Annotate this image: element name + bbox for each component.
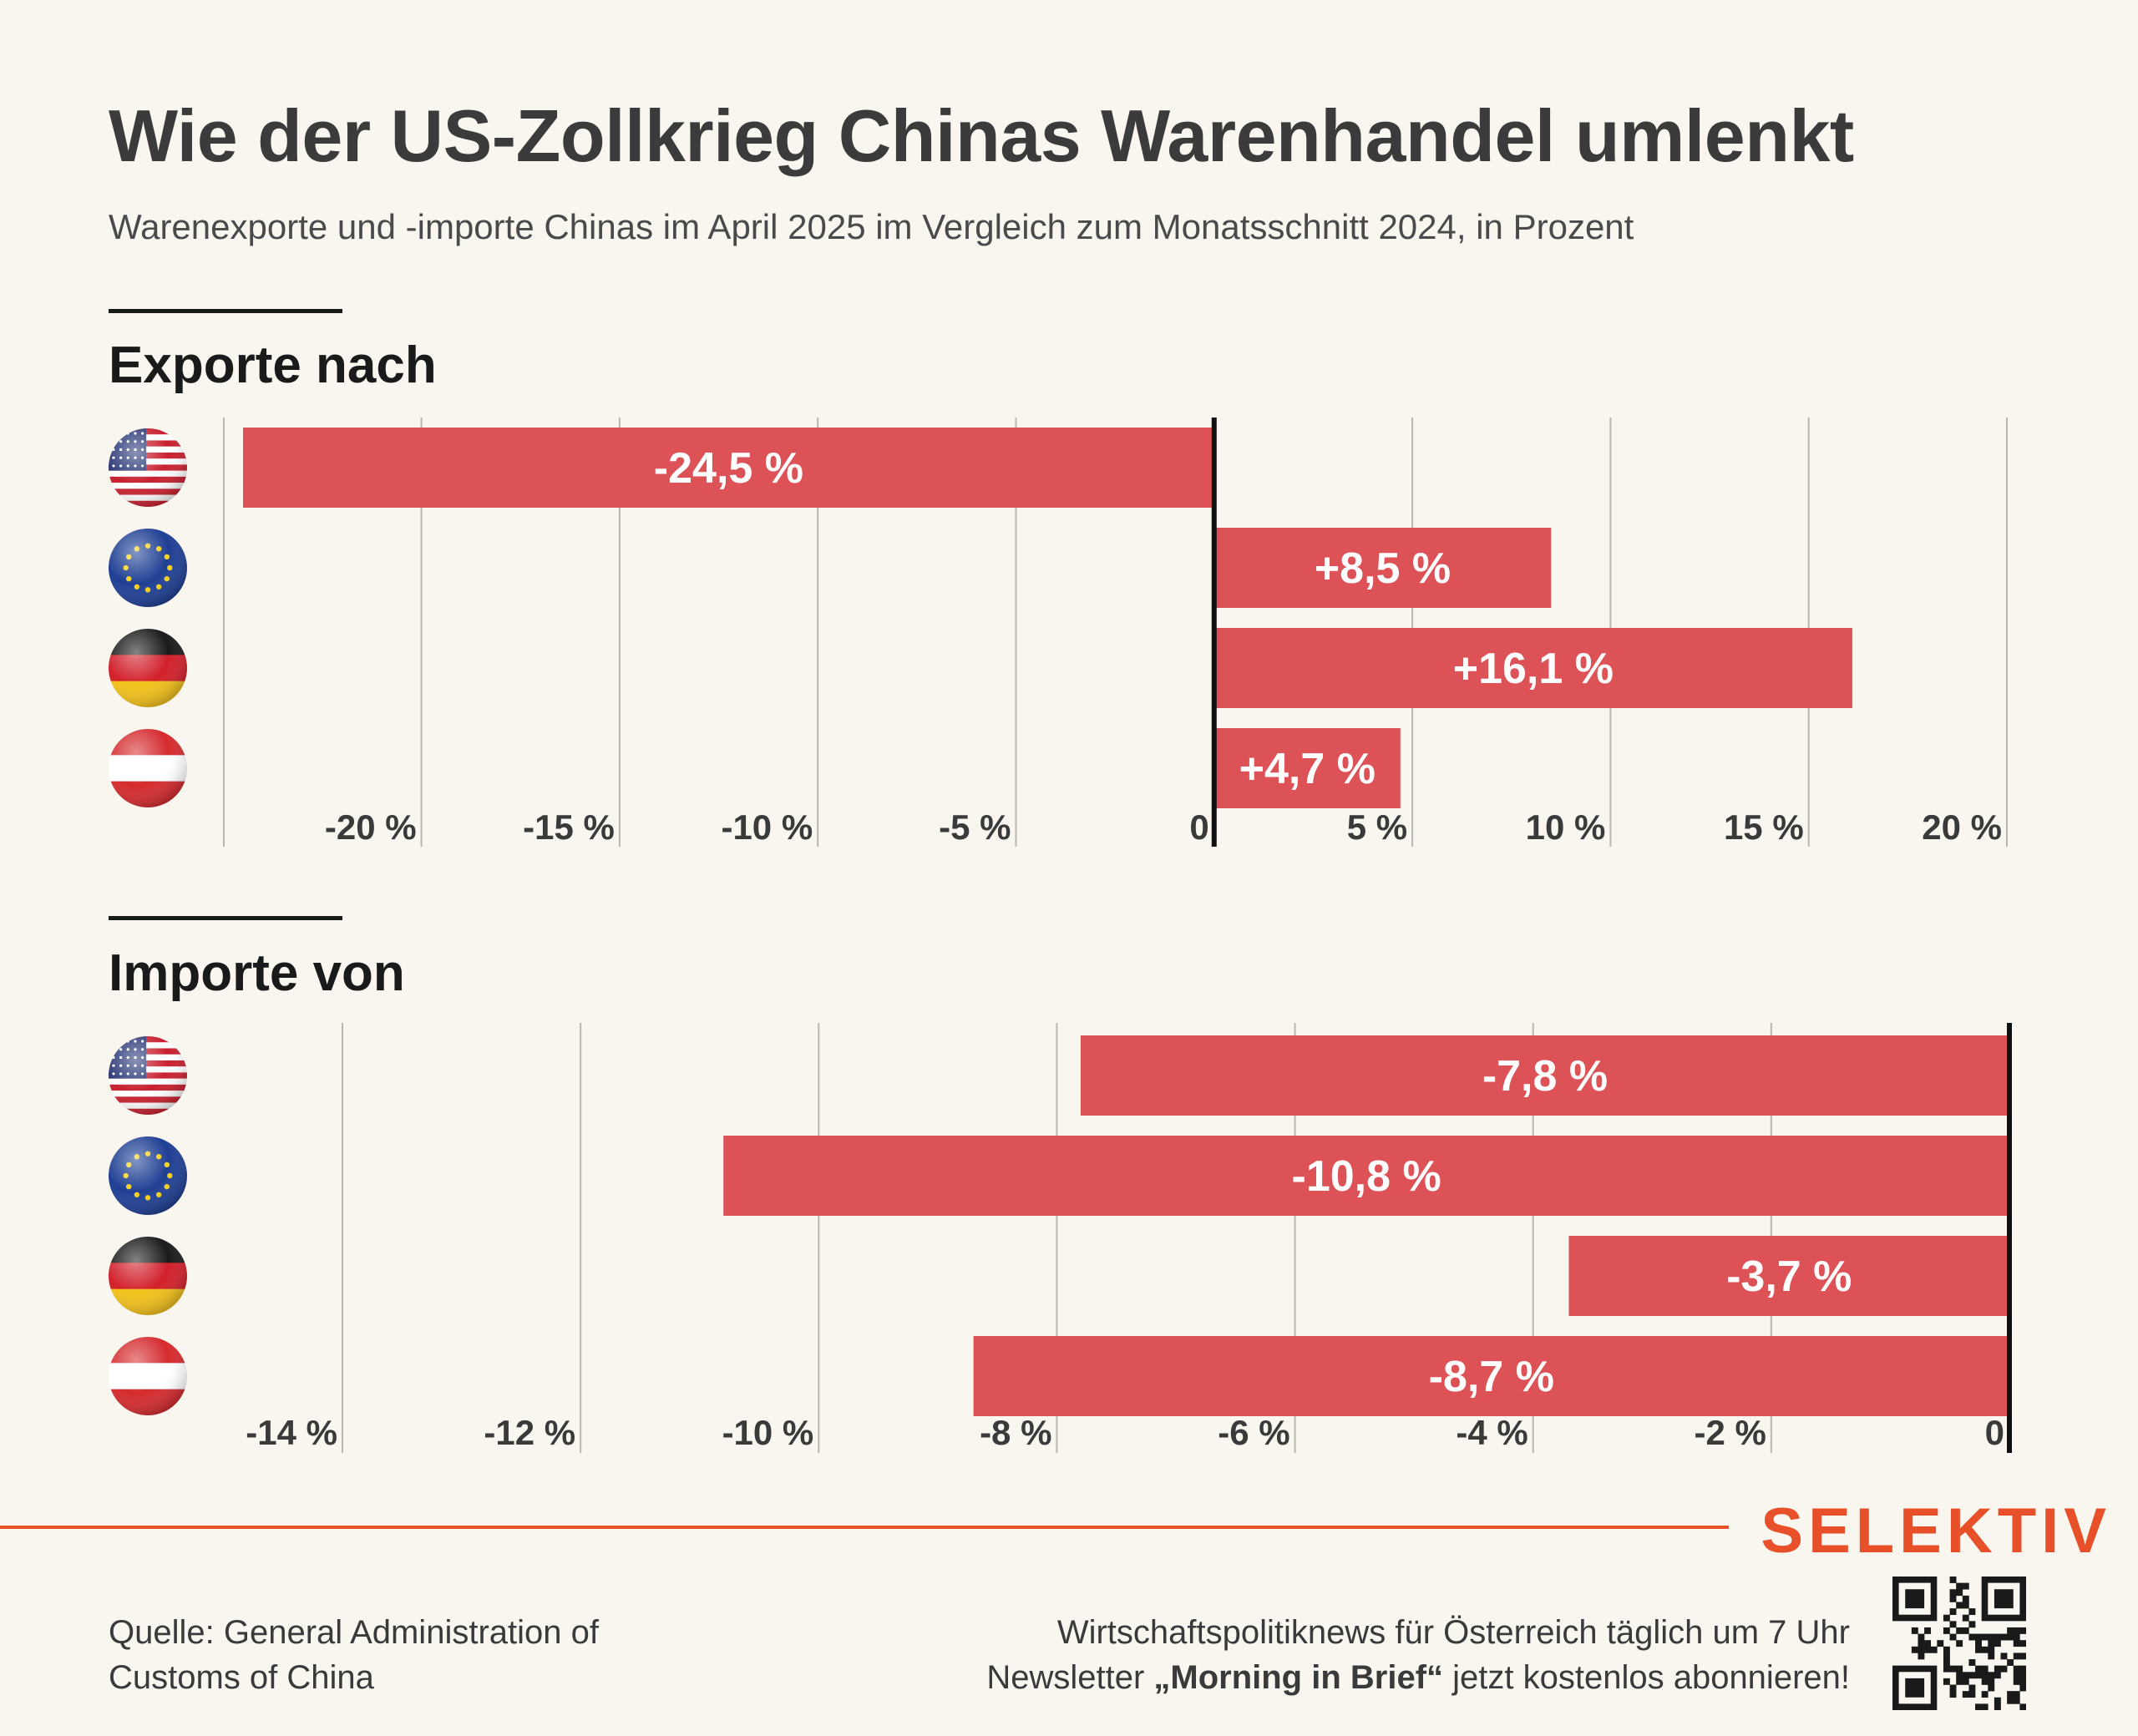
source-line-1: Quelle: General Administration of bbox=[109, 1614, 599, 1651]
tick-label: -4 % bbox=[1456, 1413, 1528, 1452]
de-flag-icon bbox=[109, 629, 187, 707]
us-flag-icon bbox=[109, 428, 187, 507]
promo-line-2: Newsletter „Morning in Brief“ jetzt kost… bbox=[986, 1659, 1850, 1696]
bar bbox=[1213, 728, 1401, 808]
source-line-2: Customs of China bbox=[109, 1659, 374, 1696]
tick-label: -8 % bbox=[980, 1413, 1051, 1452]
eu-flag-icon bbox=[109, 1136, 187, 1215]
tick-label: 10 % bbox=[1526, 807, 1606, 847]
imports-chart: -7,8 % -10,8 % -3,7 % -8,7 % -14 % -12 % -10 %… bbox=[109, 1023, 2012, 1453]
tick-label: -15 % bbox=[523, 807, 615, 847]
bar bbox=[243, 428, 1214, 508]
tick-label: 0 bbox=[1189, 807, 1208, 847]
tick-label: -10 % bbox=[722, 1413, 814, 1452]
tick-label: 20 % bbox=[1922, 807, 2002, 847]
bar-value-label: +16,1 % bbox=[1453, 645, 1614, 693]
tick-label: -6 % bbox=[1218, 1413, 1289, 1452]
exports-chart: -24,5 % +8,5 % +16,1 % +4,7 % -20 % -15 % -10 … bbox=[109, 418, 2008, 847]
bar-value-label: -3,7 % bbox=[1726, 1253, 1852, 1301]
bar-value-label: -8,7 % bbox=[1429, 1353, 1554, 1401]
qr-code-icon[interactable] bbox=[1892, 1577, 2026, 1710]
bar-value-label: -7,8 % bbox=[1482, 1052, 1608, 1101]
newsletter-name: „Morning in Brief“ bbox=[1153, 1659, 1444, 1696]
bar bbox=[1213, 628, 1852, 708]
bar bbox=[1568, 1236, 2009, 1316]
brand-logo: SELEKTIV bbox=[1761, 1496, 2111, 1566]
section-rule-exports bbox=[109, 309, 342, 313]
bar bbox=[723, 1136, 2010, 1216]
tick-label: 5 % bbox=[1347, 807, 1407, 847]
bar bbox=[1080, 1035, 2009, 1116]
us-flag-icon bbox=[109, 1036, 187, 1115]
page-subtitle: Warenexporte und -importe Chinas im Apri… bbox=[109, 207, 1634, 246]
bar bbox=[973, 1336, 2009, 1416]
tick-label: -10 % bbox=[721, 807, 813, 847]
at-flag-icon bbox=[109, 729, 187, 807]
source-note: Quelle: General Administration of Custom… bbox=[109, 1610, 599, 1700]
section-rule-imports bbox=[109, 916, 342, 920]
tick-label: 15 % bbox=[1724, 807, 1804, 847]
at-flag-icon bbox=[109, 1337, 187, 1415]
de-flag-icon bbox=[109, 1237, 187, 1315]
tick-label: 0 bbox=[1985, 1413, 2004, 1452]
imports-section-title: Importe von bbox=[109, 944, 405, 1002]
tick-label: -14 % bbox=[246, 1413, 337, 1452]
tick-label: -12 % bbox=[484, 1413, 575, 1452]
bar-value-label: +8,5 % bbox=[1315, 544, 1451, 593]
tick-label: -2 % bbox=[1694, 1413, 1766, 1452]
page-title: Wie der US-Zollkrieg Chinas Warenhandel … bbox=[109, 94, 1854, 177]
bar-value-label: -24,5 % bbox=[654, 444, 803, 493]
eu-flag-icon bbox=[109, 529, 187, 607]
tick-label: -5 % bbox=[939, 807, 1011, 847]
tick-label: -20 % bbox=[325, 807, 417, 847]
bar-value-label: +4,7 % bbox=[1239, 745, 1376, 793]
bar bbox=[1213, 528, 1552, 608]
newsletter-promo[interactable]: Wirtschaftspolitiknews für Österreich tä… bbox=[986, 1610, 1850, 1700]
footer-divider bbox=[0, 1526, 1729, 1529]
bar-value-label: -10,8 % bbox=[1292, 1152, 1441, 1201]
promo-line-1: Wirtschaftspolitiknews für Österreich tä… bbox=[1056, 1614, 1850, 1651]
exports-section-title: Exporte nach bbox=[109, 337, 437, 394]
